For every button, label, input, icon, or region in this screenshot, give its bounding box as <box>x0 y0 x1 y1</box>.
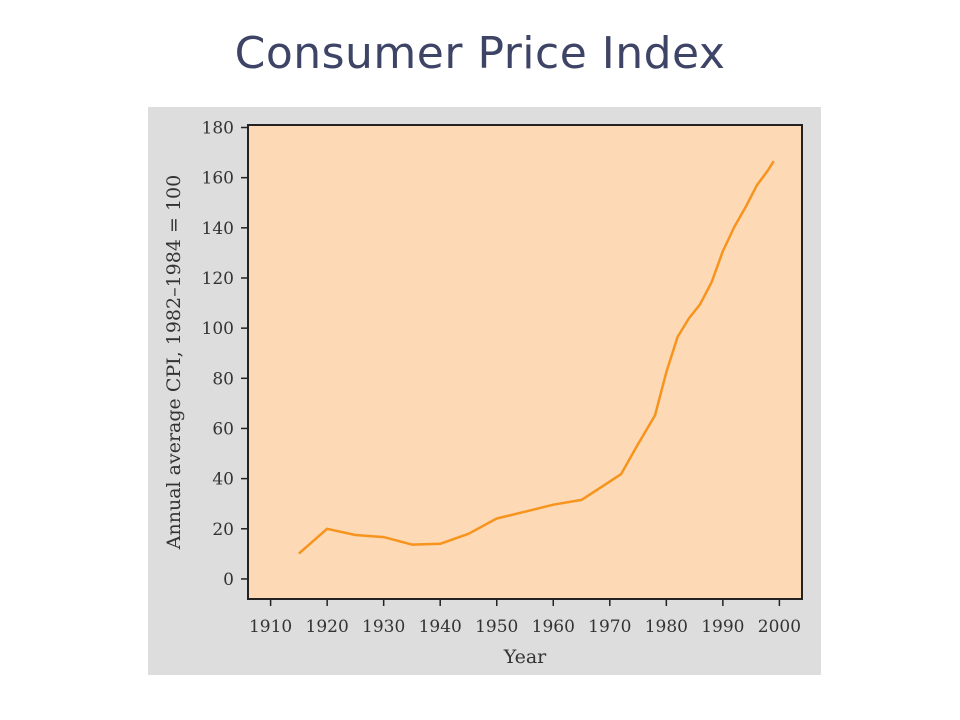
x-axis-title: Year <box>503 646 547 668</box>
x-tick-label: 2000 <box>758 617 801 637</box>
x-tick-label: 1910 <box>249 617 292 637</box>
x-tick-label: 1990 <box>701 617 744 637</box>
x-tick-label: 1980 <box>645 617 688 637</box>
axis-ticks: 0 20 40 60 80 100 120 140 160 180 1910 1920 1930 1940… <box>202 119 801 637</box>
y-axis-title: Annual average CPI, 1982–1984 = 100 <box>163 175 185 550</box>
y-tick-label: 180 <box>202 119 234 139</box>
cpi-line-chart: 0 20 40 60 80 100 120 140 160 180 1910 1920 1930 1940… <box>163 119 803 668</box>
y-tick-label: 0 <box>223 570 234 590</box>
y-tick-label: 20 <box>212 520 234 540</box>
y-tick-label: 60 <box>212 419 234 439</box>
x-tick-label: 1960 <box>532 617 575 637</box>
y-tick-label: 100 <box>202 319 234 339</box>
x-tick-label: 1930 <box>362 617 405 637</box>
slide-title: Consumer Price Index <box>234 28 726 79</box>
x-tick-label: 1970 <box>588 617 631 637</box>
x-tick-label: 1950 <box>475 617 518 637</box>
y-tick-label: 120 <box>202 269 234 289</box>
series-line-cpi <box>298 160 775 555</box>
x-tick-label: 1940 <box>419 617 462 637</box>
plot-area <box>247 124 803 600</box>
chart-panel: 0 20 40 60 80 100 120 140 160 180 1910 1920 1930 1940… <box>148 107 821 675</box>
y-tick-label: 140 <box>202 219 234 239</box>
y-tick-label: 160 <box>202 169 234 189</box>
x-tick-label: 1920 <box>306 617 349 637</box>
y-tick-label: 40 <box>212 470 234 490</box>
y-tick-label: 80 <box>212 369 234 389</box>
